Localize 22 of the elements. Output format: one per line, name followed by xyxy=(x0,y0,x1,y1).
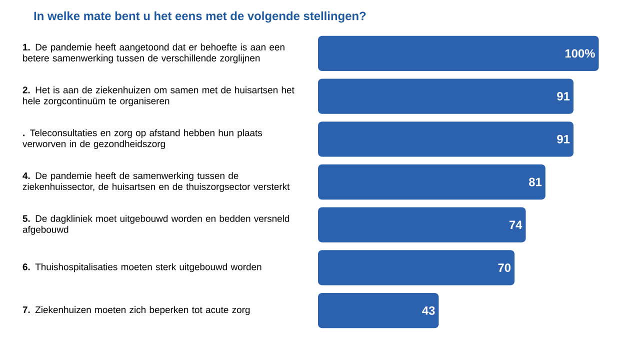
y-tick-label: . Teleconsultaties en zorg op afstand hebben hun plaats verworven in de gezondheidszorg xyxy=(22,129,262,150)
y-tick-label: 4. De pandemie heeft de samenwerking tussen de ziekenhuissector, de huisartsen en de thuiszorgsector versterkt xyxy=(22,172,290,192)
bar xyxy=(318,122,574,157)
text: In welke mate bent u het eens met de volgende stellingen? xyxy=(34,11,366,23)
bar xyxy=(318,78,574,114)
y-tick-label: 2. Het is aan de ziekenhuizen om samen met de huisartsen het hele zorgcontinuüm te organiseren xyxy=(22,86,294,106)
data-label: 70 xyxy=(498,263,511,272)
data-label: 91 xyxy=(557,134,570,144)
data-label: 81 xyxy=(528,178,542,186)
y-tick-label: 6. Thuishospitalisaties moeten sterk uitgebouwd worden xyxy=(22,263,262,272)
y-tick-label: 5. De dagkliniek moet uitgebouwd worden en bedden versneld afgebouwd xyxy=(22,214,290,235)
data-label: 91 xyxy=(557,92,570,101)
bar xyxy=(318,164,546,200)
y-tick-label: 1. De pandemie heeft aangetoond dat er behoefte is aan een betere samenwerking tussen de verschillende zorglijnen xyxy=(23,44,284,64)
y-tick-label: 7. Ziekenhuizen moeten zich beperken tot acute zorg xyxy=(22,306,250,315)
data-label: 100% xyxy=(565,49,595,58)
bar xyxy=(318,293,439,328)
data-label: 74 xyxy=(509,220,522,229)
data-label: 43 xyxy=(422,306,435,315)
bar xyxy=(318,250,515,286)
bar xyxy=(318,207,526,242)
bar xyxy=(318,36,599,72)
